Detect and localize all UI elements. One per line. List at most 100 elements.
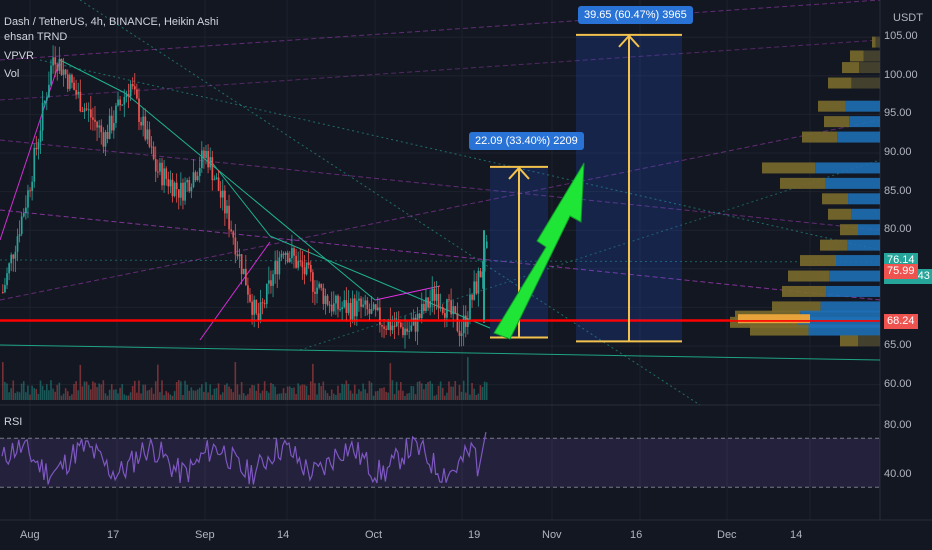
trend-line	[374, 285, 441, 301]
vpvr-bar-up	[875, 36, 880, 48]
volume-bar	[272, 383, 274, 400]
vpvr-bar-down	[850, 50, 864, 62]
volume-bar	[448, 381, 450, 400]
candle	[245, 268, 247, 286]
candle	[429, 301, 432, 308]
candle	[192, 172, 195, 188]
volume-bar	[362, 383, 364, 400]
candle	[291, 248, 293, 259]
vpvr-bar-down	[840, 224, 858, 236]
vpvr-bar-down	[782, 285, 827, 297]
volume-bar	[81, 386, 84, 400]
candle	[479, 270, 482, 278]
indicator-ehsan-trnd[interactable]: ehsan TRND	[4, 31, 68, 43]
candle	[425, 297, 427, 312]
candle	[326, 295, 329, 305]
candle	[469, 294, 471, 320]
candle	[203, 150, 205, 158]
candle	[460, 333, 463, 337]
volume-bar	[58, 382, 61, 400]
volume-bar	[253, 385, 255, 400]
vpvr-bar-up	[858, 335, 880, 347]
candle	[332, 303, 335, 312]
volume-bar	[16, 391, 19, 400]
rsi-tick-label: 80.00	[884, 419, 912, 431]
indicator-vpvr[interactable]: VPVR	[4, 50, 34, 62]
candle	[157, 171, 159, 173]
price-tick-label: 85.00	[884, 184, 912, 197]
candle	[211, 157, 214, 181]
candle	[320, 283, 323, 288]
volume-bar	[209, 384, 211, 400]
volume-bar	[404, 395, 406, 400]
candle	[62, 69, 65, 75]
candle	[226, 205, 228, 214]
candle	[393, 325, 396, 327]
candle	[60, 58, 63, 75]
candle	[115, 105, 117, 123]
indicator-vol[interactable]: Vol	[4, 68, 20, 80]
candle	[307, 262, 310, 266]
volume-bar	[18, 392, 21, 400]
volume-bar	[439, 381, 442, 400]
vpvr-bar-up	[847, 239, 880, 251]
trend-line	[59, 59, 126, 94]
candle	[234, 237, 237, 255]
trend-line	[0, 209, 881, 301]
candle	[228, 205, 230, 230]
volume-bar	[358, 389, 360, 400]
candle	[456, 312, 459, 331]
candle	[247, 285, 249, 295]
candle	[383, 326, 385, 329]
candle	[448, 299, 450, 301]
vpvr-bar-up	[836, 255, 880, 267]
candle	[171, 179, 174, 197]
volume-bar	[412, 386, 415, 400]
candle	[144, 116, 147, 140]
candle	[66, 74, 69, 89]
volume-bar	[259, 393, 262, 400]
candle	[318, 283, 321, 288]
volume-bar	[276, 394, 279, 400]
candle	[257, 313, 260, 321]
candle	[462, 315, 465, 334]
candle	[358, 298, 360, 301]
volume-bar	[27, 385, 29, 400]
candle	[305, 262, 308, 275]
vpvr-bar-down	[820, 239, 847, 251]
candle	[259, 302, 262, 321]
candle	[402, 327, 404, 336]
volume-bar	[10, 388, 12, 400]
candle	[219, 190, 222, 198]
vpvr-bar-up	[808, 324, 880, 336]
volume-bar	[343, 384, 346, 400]
date-tick-label: Oct	[365, 529, 383, 541]
volume-bar	[33, 388, 36, 400]
vpvr-bar-up	[851, 77, 880, 89]
volume-bar	[211, 394, 214, 400]
volume-bar	[364, 389, 367, 400]
volume-bar	[286, 386, 289, 400]
volume-bar	[154, 381, 157, 400]
vpvr-bar-down	[872, 36, 876, 48]
volume-bar	[31, 385, 33, 400]
candle	[301, 261, 304, 268]
volume-bars	[2, 357, 488, 400]
volume-bar	[433, 395, 436, 400]
candle	[395, 321, 398, 327]
volume-bar	[186, 384, 188, 400]
candle	[351, 298, 354, 320]
candle	[272, 274, 274, 286]
candle	[83, 108, 86, 112]
volume-bar	[203, 391, 205, 400]
candle	[360, 298, 362, 307]
volume-bar	[473, 388, 475, 400]
price-tick-label: 65.00	[884, 339, 912, 351]
candle	[485, 241, 488, 249]
volume-bar	[284, 393, 287, 400]
rsi-label[interactable]: RSI	[4, 416, 23, 428]
candle	[389, 320, 392, 331]
volume-bar	[376, 390, 379, 400]
candle	[182, 182, 184, 201]
